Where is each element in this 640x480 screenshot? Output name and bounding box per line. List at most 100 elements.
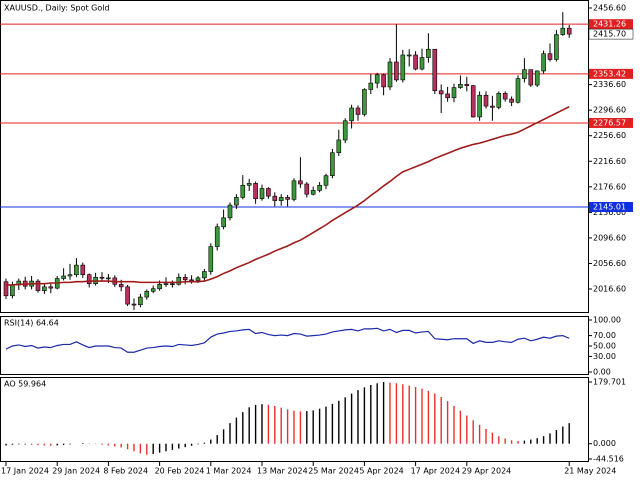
candle-body bbox=[458, 84, 463, 88]
candle-body bbox=[368, 82, 374, 90]
y-tick-label: 2216.60 bbox=[593, 157, 626, 166]
y-tick-label: 179.701 bbox=[593, 378, 626, 387]
candle-body bbox=[515, 78, 521, 103]
candle-body bbox=[362, 89, 367, 115]
candle-body bbox=[291, 180, 297, 200]
candle-body bbox=[451, 87, 457, 99]
last-price-box bbox=[588, 28, 634, 40]
candle-body bbox=[246, 183, 252, 186]
moving-average bbox=[6, 106, 570, 286]
ao-panel bbox=[0, 377, 589, 462]
x-tick-label: 29 Jan 2024 bbox=[52, 467, 100, 476]
candle-body bbox=[445, 93, 450, 99]
y-tick-label: 2336.60 bbox=[593, 80, 626, 89]
candle-body bbox=[432, 48, 438, 92]
candle-body bbox=[438, 90, 444, 95]
candle-body bbox=[3, 281, 9, 297]
candle-body bbox=[374, 74, 380, 84]
x-tick-label: 5 Apr 2024 bbox=[359, 467, 403, 476]
candle-body bbox=[176, 276, 182, 285]
candle-body bbox=[272, 195, 278, 201]
candle-body bbox=[125, 286, 130, 305]
candle-body bbox=[502, 93, 508, 100]
level-label-box bbox=[589, 68, 633, 79]
candle-body bbox=[150, 288, 156, 292]
last-price-label: 2415.70 bbox=[593, 30, 626, 39]
y-tick-label: 2096.60 bbox=[593, 233, 626, 242]
candle-body bbox=[541, 53, 546, 72]
candle-body bbox=[554, 34, 559, 60]
x-tick-label: 21 May 2024 bbox=[564, 467, 616, 476]
candle-body bbox=[67, 274, 73, 277]
candle-body bbox=[330, 152, 335, 177]
candle-body bbox=[80, 264, 86, 276]
candle-body bbox=[522, 69, 527, 79]
y-tick-label: 2016.60 bbox=[593, 285, 626, 294]
candle-body bbox=[464, 84, 470, 86]
y-tick-label: 2256.60 bbox=[593, 131, 626, 140]
ao-title: AO 59.964 bbox=[4, 380, 46, 389]
level-label: 2276.57 bbox=[593, 118, 626, 127]
x-tick-label: 8 Feb 2024 bbox=[103, 467, 148, 476]
rsi-title: RSI(14) 64.64 bbox=[4, 319, 59, 328]
candle-body bbox=[336, 139, 342, 154]
candle-body bbox=[483, 94, 489, 107]
x-tick-label: 13 Mar 2024 bbox=[257, 467, 308, 476]
y-tick-label: 30.00 bbox=[593, 352, 616, 361]
candle-body bbox=[342, 120, 348, 141]
candle-body bbox=[234, 197, 239, 206]
candle-body bbox=[400, 54, 406, 81]
rsi-panel bbox=[0, 316, 589, 375]
candle-body bbox=[278, 197, 284, 201]
candle-body bbox=[118, 283, 124, 288]
y-tick-label: 100.00 bbox=[593, 316, 621, 325]
level-label: 2145.01 bbox=[593, 202, 626, 211]
candle-body bbox=[496, 93, 502, 108]
y-tick-label: 50.00 bbox=[593, 342, 616, 351]
level-label: 2431.26 bbox=[593, 20, 626, 29]
price-panel bbox=[0, 0, 589, 313]
x-tick-label: 20 Feb 2024 bbox=[155, 467, 205, 476]
y-tick-label: 2136.60 bbox=[593, 208, 626, 217]
candle-body bbox=[48, 286, 54, 289]
candle-body bbox=[426, 48, 431, 58]
y-tick-label: -44.516 bbox=[593, 455, 624, 464]
candle-body bbox=[170, 283, 175, 285]
candle-body bbox=[304, 183, 310, 195]
rsi-line bbox=[5, 327, 570, 353]
level-label-box bbox=[589, 19, 633, 30]
candle-body bbox=[547, 53, 553, 60]
candle-body bbox=[163, 283, 169, 285]
candle-body bbox=[566, 27, 572, 35]
candle-body bbox=[310, 190, 316, 195]
y-tick-label: 2176.60 bbox=[593, 182, 626, 191]
x-tick-label: 17 Jan 2024 bbox=[1, 467, 49, 476]
candle-body bbox=[387, 61, 393, 88]
candle-body bbox=[470, 85, 476, 118]
x-tick-label: 1 Mar 2024 bbox=[206, 467, 252, 476]
candle-body bbox=[227, 204, 233, 219]
candle-body bbox=[259, 188, 265, 199]
candle-body bbox=[106, 277, 111, 280]
candle-body bbox=[131, 303, 137, 306]
candle-body bbox=[406, 54, 412, 57]
candle-body bbox=[560, 27, 566, 35]
x-tick-label: 17 Apr 2024 bbox=[411, 467, 460, 476]
candle-body bbox=[298, 180, 303, 185]
candle-body bbox=[221, 217, 226, 228]
candle-body bbox=[477, 94, 482, 118]
candle-body bbox=[240, 184, 246, 198]
candle-body bbox=[381, 74, 386, 88]
candle-body bbox=[99, 276, 105, 279]
candle-body bbox=[266, 188, 271, 197]
y-tick-label: 2056.60 bbox=[593, 259, 626, 268]
candle-body bbox=[317, 184, 322, 191]
candle-body bbox=[189, 279, 194, 282]
candle-body bbox=[35, 280, 41, 291]
candle-body bbox=[202, 271, 207, 279]
level-label: 2353.42 bbox=[593, 69, 626, 78]
candle-body bbox=[509, 98, 514, 103]
